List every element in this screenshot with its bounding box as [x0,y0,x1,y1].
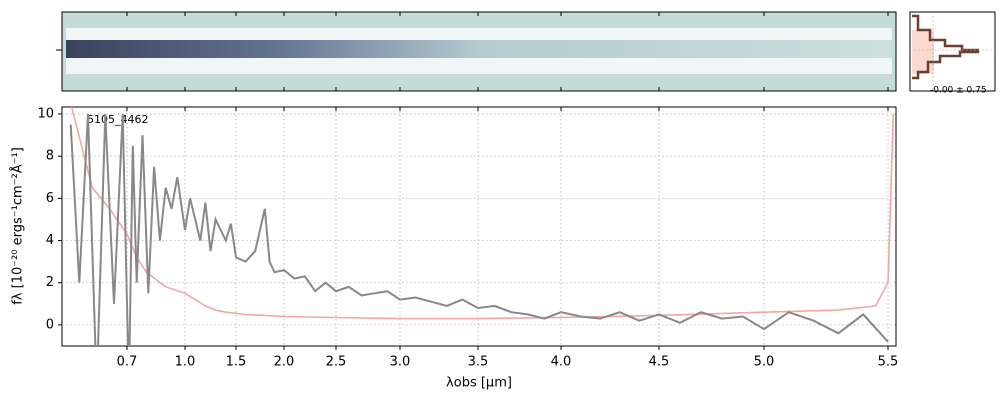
profile-label: -0.00 ± 0.75 [930,86,987,96]
y-tick-label: 8 [46,149,54,164]
annotation-box [84,112,152,128]
x-tick-label: 4.0 [551,355,572,370]
annotation: 5105_4462 [87,113,149,126]
x-tick-label: 1.5 [226,355,247,370]
y-tick-label: 2 [46,275,54,290]
x-tick-label: 4.5 [649,355,670,370]
spectrum-2d [56,11,897,92]
x-tick-label: 0.7 [117,355,138,370]
x-tick-label: 5.0 [754,355,775,370]
y-tick-label: 0 [46,317,54,332]
x-tick-label: 5.5 [878,355,899,370]
plot-frame [61,106,897,347]
y-tick-label: 4 [46,233,54,248]
y-axis-label: fλ [10⁻²⁰ ergs⁻¹cm⁻²Å⁻¹] [10,147,26,305]
x-tick-label: 3.5 [468,355,489,370]
x-tick-label: 2.5 [326,355,347,370]
x-tick-label: 1.0 [175,355,196,370]
y-tick-label: 6 [46,191,54,206]
spectrum-line [69,113,889,346]
x-tick-label: 2.0 [274,355,295,370]
x-axis-label: λobs [μm] [446,376,512,391]
x-tick-label: 3.0 [390,355,411,370]
profile-panel: -0.00 ± 0.75 [909,11,996,96]
y-tick-label: 10 [37,106,54,121]
plot-area [69,107,895,346]
